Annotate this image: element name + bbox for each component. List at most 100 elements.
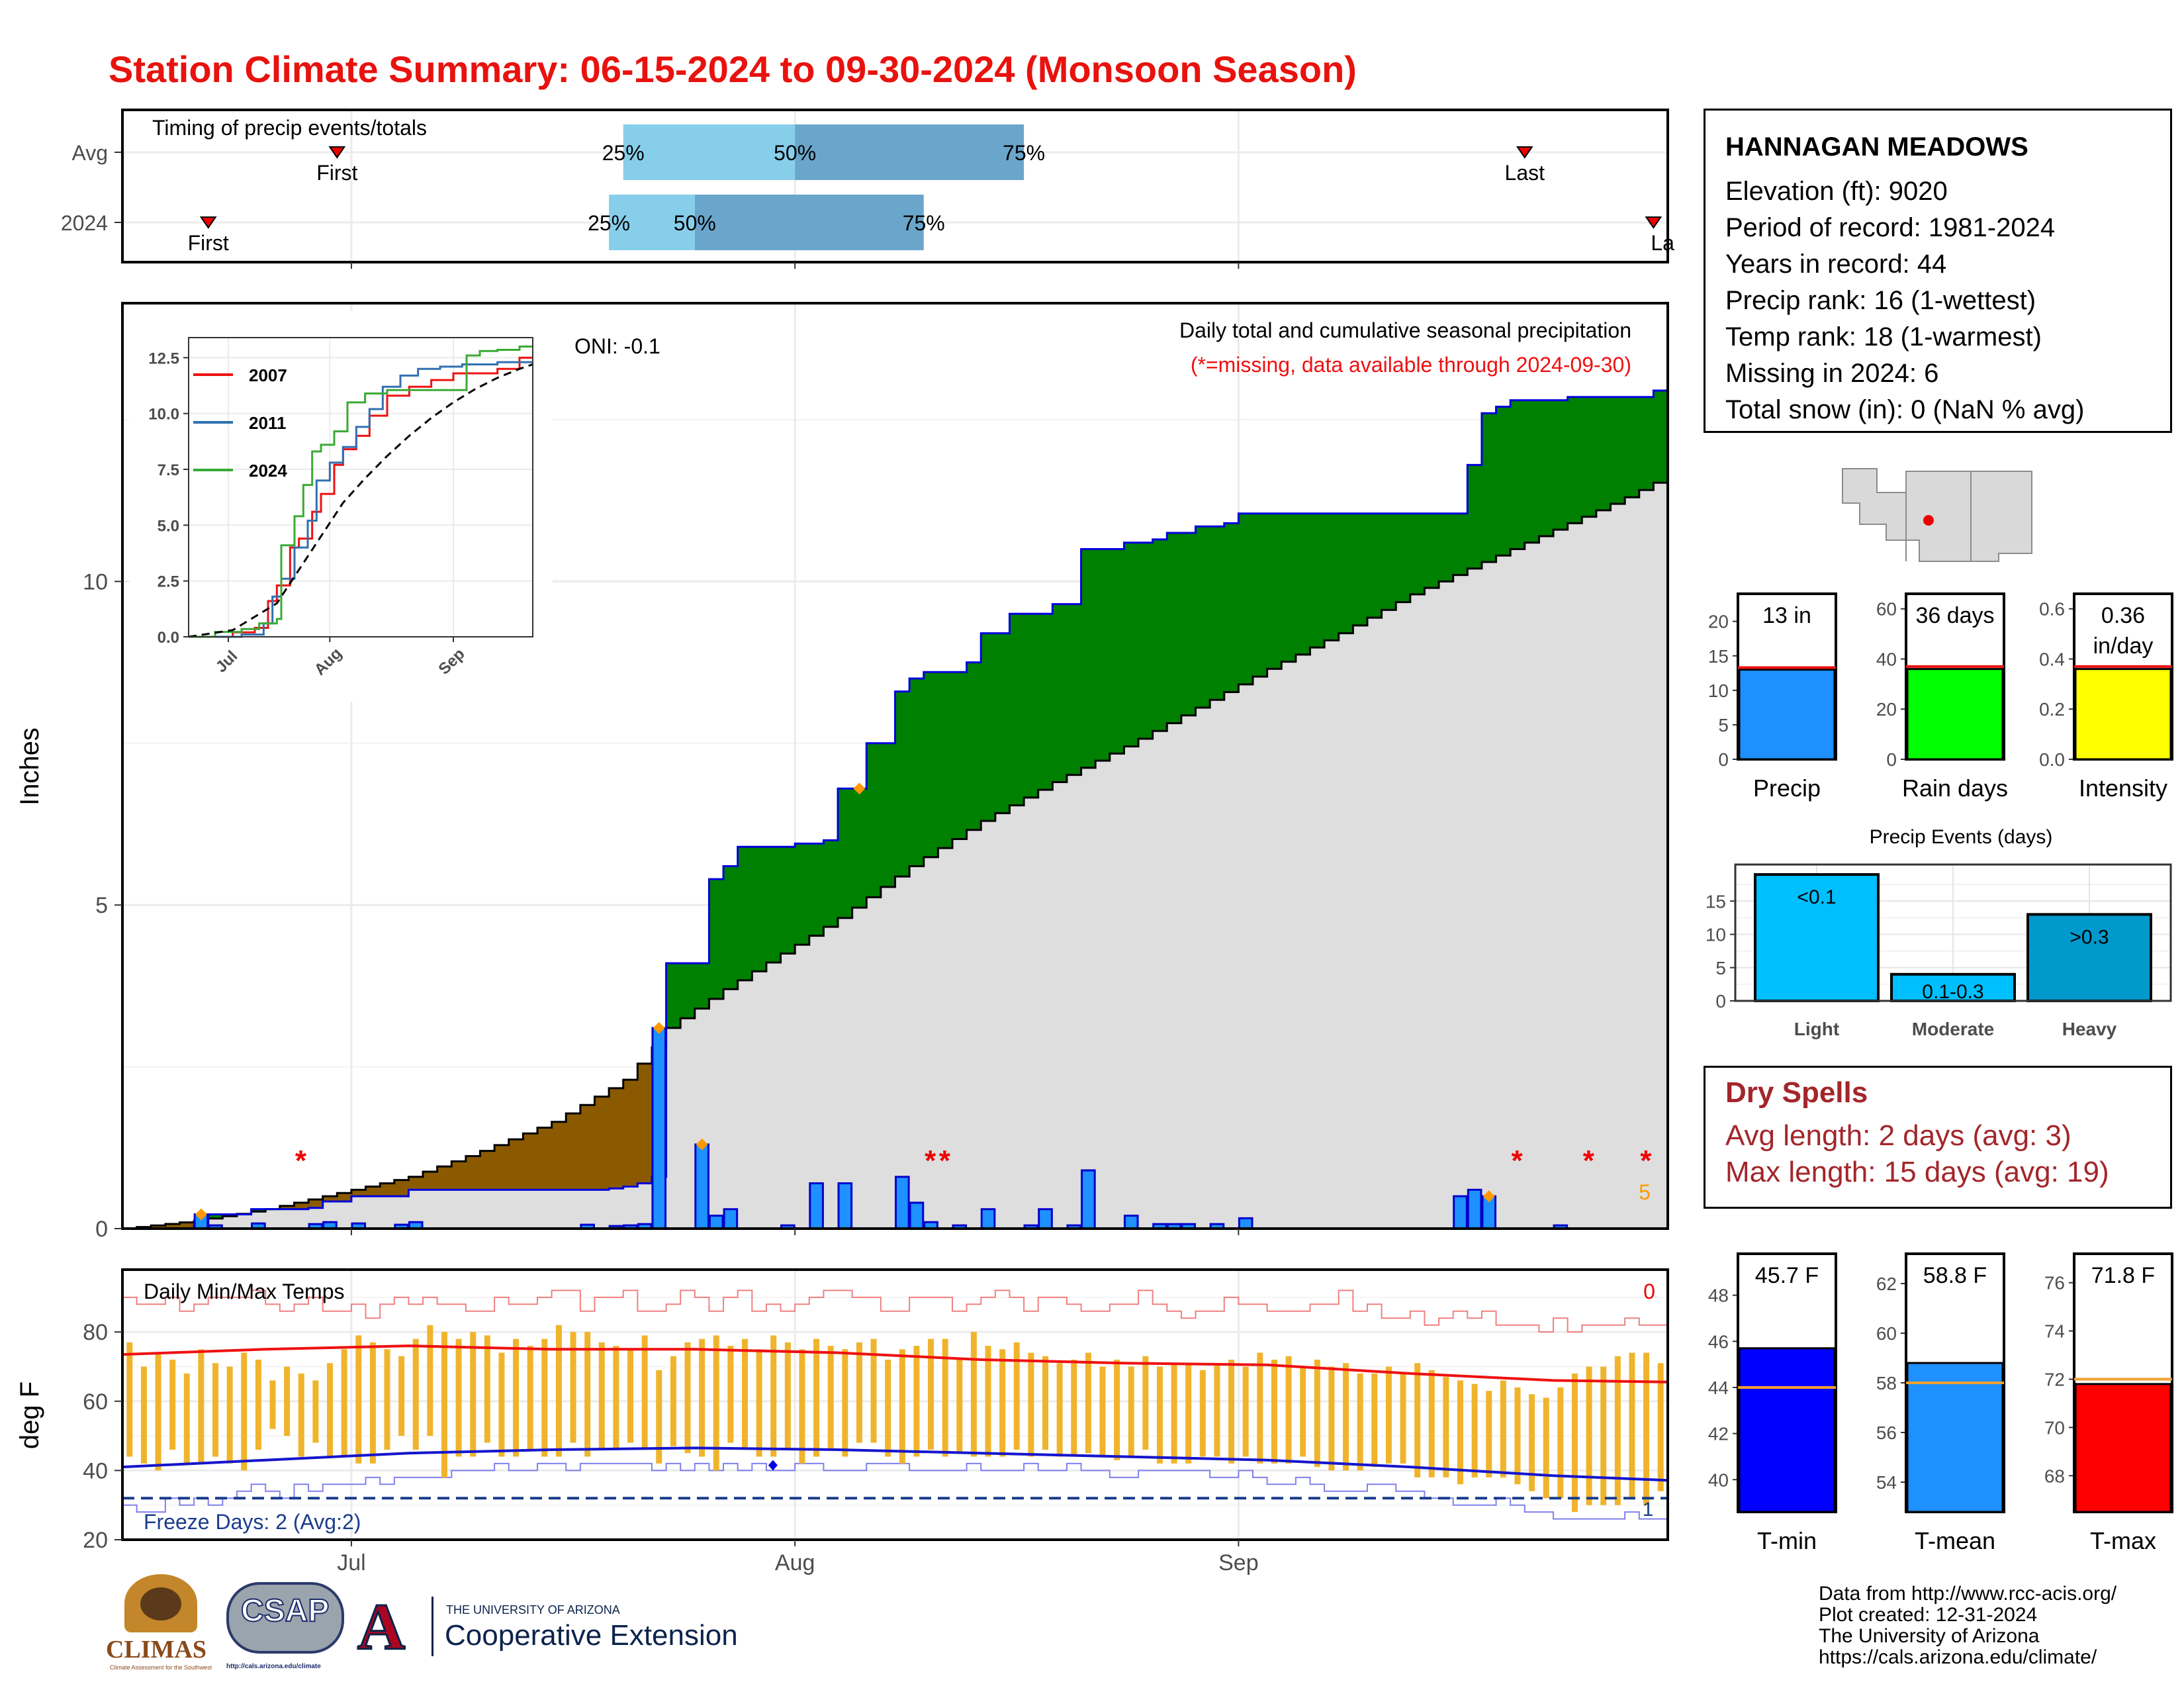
mini-y-tick-label: 5 xyxy=(1718,715,1729,735)
below-normal-fill xyxy=(151,1225,166,1229)
below-normal-fill xyxy=(380,1183,395,1197)
above-normal-fill xyxy=(1510,400,1525,549)
inset-border xyxy=(188,337,533,637)
daily-precip-bar xyxy=(952,1224,968,1229)
above-normal-fill xyxy=(1210,526,1225,700)
inset-legend-label: 2007 xyxy=(249,365,287,385)
above-normal-fill xyxy=(1109,549,1125,754)
above-normal-fill xyxy=(866,743,882,898)
csap-wordmark: CSAP xyxy=(240,1593,330,1629)
above-normal-fill xyxy=(251,1209,266,1212)
event-bar-category-label: Moderate xyxy=(1912,1019,1994,1039)
cumulative-2024-line xyxy=(122,386,1668,1229)
csap-url: http://cals.arizona.edu/climate xyxy=(226,1663,321,1670)
normal-cumulative-fill xyxy=(723,989,739,1229)
credit-url: https://cals.arizona.edu/climate/ xyxy=(1819,1646,2097,1668)
above-normal-fill xyxy=(666,963,681,1028)
event-bar-category-label: Heavy xyxy=(2062,1019,2117,1039)
below-normal-fill xyxy=(551,1121,567,1190)
below-normal-fill xyxy=(337,1193,352,1201)
station-period: Period of record: 1981-2024 xyxy=(1725,213,2056,242)
mini-bar-t-mean xyxy=(1906,1362,2004,1513)
normal-cumulative-fill xyxy=(337,1201,352,1229)
timing-p25-label: 25% xyxy=(602,141,645,165)
daily-precip-bar xyxy=(1066,1224,1082,1229)
normal-cumulative-fill xyxy=(952,839,968,1229)
mini-bar-category-label: T-min xyxy=(1757,1527,1817,1554)
above-normal-fill xyxy=(823,840,839,927)
temp-plot-area xyxy=(122,1289,1668,1520)
mini-y-tick-label: 0.2 xyxy=(2039,699,2065,720)
normal-cumulative-fill xyxy=(1095,761,1111,1229)
daily-precip-bar xyxy=(1238,1217,1253,1229)
normal-cumulative-fill xyxy=(823,927,839,1229)
temp-chart-title: Daily Min/Max Temps xyxy=(144,1280,344,1303)
below-normal-fill xyxy=(566,1113,581,1190)
above-normal-fill xyxy=(1009,614,1024,806)
normal-cumulative-fill xyxy=(1152,731,1167,1229)
temp-panel-border xyxy=(121,1268,1669,1541)
mini-bar-value-label: 71.8 F xyxy=(2091,1263,2155,1288)
inset-y-tick-label: 7.5 xyxy=(158,461,179,479)
timing-p75-label: 75% xyxy=(1003,141,1045,165)
timing-bar-25-50 xyxy=(609,195,695,250)
last-event-marker-icon xyxy=(1645,216,1662,229)
mini-y-tick-label: 20 xyxy=(1876,699,1897,720)
record-high-line xyxy=(122,1289,1668,1333)
below-normal-fill xyxy=(165,1223,181,1229)
mini-bar-t-max xyxy=(2074,1383,2172,1513)
first-event-marker-icon xyxy=(328,146,346,159)
above-normal-fill xyxy=(895,691,910,877)
mini-y-tick-label: 74 xyxy=(2044,1321,2065,1342)
timing-panel-border xyxy=(121,109,1669,263)
above-normal-fill xyxy=(909,679,925,867)
inset-y-tick-label: 12.5 xyxy=(148,350,179,367)
inset-y-tick-label: 2.5 xyxy=(158,573,179,591)
above-normal-fill xyxy=(1224,523,1239,692)
timing-title: Timing of precip events/totals xyxy=(152,116,427,140)
avg-tmax-line xyxy=(122,1344,1668,1383)
normal-cumulative-fill xyxy=(1625,497,1640,1229)
above-normal-fill xyxy=(795,843,810,945)
above-normal-fill xyxy=(1052,604,1068,782)
mini-y-tick-label: 68 xyxy=(2044,1466,2065,1486)
temp-missing-count: 0 xyxy=(1643,1280,1655,1303)
normal-cumulative-fill xyxy=(508,1190,523,1229)
normal-cumulative-fill xyxy=(1639,490,1654,1229)
normal-cumulative-fill xyxy=(365,1196,381,1229)
missing-count-label: 5 xyxy=(1639,1180,1651,1204)
daily-precip-bar xyxy=(895,1176,910,1229)
daily-precip-bar xyxy=(980,1208,996,1229)
above-normal-fill xyxy=(1295,513,1311,655)
mini-y-tick-label: 60 xyxy=(1876,1323,1897,1344)
normal-cumulative-fill xyxy=(1038,790,1053,1229)
mini-y-tick-label: 0 xyxy=(1718,749,1729,770)
above-normal-fill xyxy=(1481,413,1497,563)
first-event-label: First xyxy=(316,161,357,185)
normal-cumulative-fill xyxy=(995,813,1011,1229)
daily-precip-bar xyxy=(251,1222,266,1229)
inset-y-tick-label: 10.0 xyxy=(148,406,179,424)
below-normal-fill xyxy=(179,1222,195,1229)
station-location-dot xyxy=(1923,515,1934,526)
mini-bar-category-label: Precip xyxy=(1753,774,1821,802)
normal-cumulative-fill xyxy=(852,908,867,1229)
above-normal-fill xyxy=(1396,513,1411,602)
normal-cumulative-fill xyxy=(1310,647,1325,1229)
below-normal-fill xyxy=(451,1161,467,1190)
above-normal-fill xyxy=(1081,549,1096,768)
daily-precip-bar xyxy=(1023,1224,1039,1229)
x-axis-month-label: Jul xyxy=(337,1550,365,1575)
x-axis-month-label: Sep xyxy=(1218,1550,1259,1575)
normal-cumulative-fill xyxy=(294,1209,309,1229)
above-normal-fill xyxy=(1625,397,1640,498)
normal-cumulative-fill xyxy=(1167,723,1182,1229)
below-normal-fill xyxy=(637,1063,653,1184)
normal-cumulative-fill xyxy=(566,1190,581,1229)
above-normal-fill xyxy=(1167,533,1182,724)
above-normal-fill xyxy=(1095,549,1111,761)
timing-p50-label: 50% xyxy=(774,141,816,165)
dry-spells-panel: Dry Spells Avg length: 2 days (avg: 3) M… xyxy=(1704,1066,2172,1209)
below-normal-fill xyxy=(308,1199,324,1208)
